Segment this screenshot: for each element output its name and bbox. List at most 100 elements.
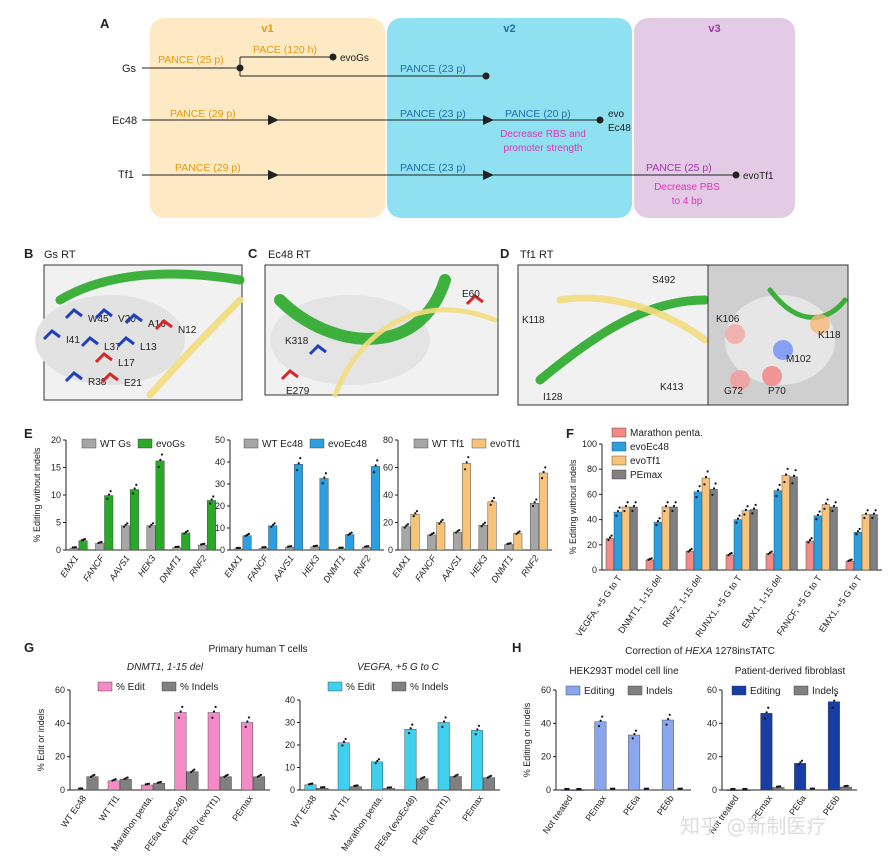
arrowhead-icon	[483, 115, 494, 125]
replicate-dot	[634, 729, 638, 732]
replicate-dot	[658, 517, 661, 520]
replicate-dot	[376, 759, 379, 762]
replicate-dot	[295, 468, 299, 472]
replicate-dot	[89, 775, 93, 778]
legend-swatch	[327, 681, 343, 692]
legend-swatch	[611, 441, 627, 452]
bar-Editing	[628, 734, 641, 791]
bar-PEmax	[749, 509, 758, 571]
replicate-dot	[374, 464, 377, 467]
category-label: AAVS1	[439, 553, 464, 583]
replicate-dot	[509, 542, 512, 545]
replicate-dot	[646, 787, 650, 790]
replicate-dot	[377, 758, 381, 761]
y-tick-label: 0	[546, 785, 551, 795]
bar-evoEc48	[268, 525, 278, 551]
replicate-dot	[439, 520, 443, 523]
bar-WT Ec48	[284, 547, 294, 551]
replicate-dot	[601, 715, 604, 718]
bar-% Edit	[207, 712, 220, 791]
legend-entry: % Indels	[180, 682, 218, 693]
replicate-dot	[809, 787, 812, 790]
replicate-dot	[767, 552, 770, 556]
bar-evoEc48	[733, 519, 742, 571]
replicate-dot	[151, 522, 155, 525]
y-tick-label: 0	[290, 785, 295, 795]
replicate-dot	[632, 504, 636, 508]
replicate-dot	[818, 510, 821, 513]
replicate-dot	[177, 716, 181, 719]
y-tick-label: 0	[712, 785, 717, 795]
phase-title: v1	[261, 23, 273, 35]
replicate-dot	[797, 763, 800, 766]
legend-entry: evoTf1	[630, 456, 661, 467]
category-label: DNMT1	[157, 553, 183, 584]
replicate-dot	[610, 534, 613, 537]
replicate-dot	[160, 453, 164, 456]
ec-end-label: evo	[608, 109, 625, 120]
replicate-dot	[544, 466, 547, 469]
y-tick-label: 20	[707, 752, 717, 762]
replicate-dot	[515, 532, 518, 535]
category-label: WT Tf1	[327, 793, 352, 823]
replicate-dot	[800, 759, 804, 762]
replicate-dot	[776, 488, 780, 491]
replicate-dot	[846, 784, 849, 787]
legend-entry: % Edit	[116, 682, 145, 693]
category-label: RUNX1, +5 G to T	[694, 573, 744, 639]
replicate-dot	[609, 787, 613, 790]
panel-label: G	[24, 640, 34, 655]
replicate-dot	[650, 557, 653, 560]
replicate-dot	[348, 532, 352, 535]
replicate-dot	[354, 784, 358, 787]
replicate-dot	[826, 498, 829, 501]
bar-% Indels	[153, 783, 166, 791]
category-label: EMX1, 1-15 del	[740, 573, 784, 630]
panel-label: H	[512, 640, 521, 655]
bar-% Edit	[107, 780, 120, 791]
node-dot	[732, 171, 740, 179]
residue-label: I128	[543, 392, 563, 403]
replicate-dot	[109, 490, 112, 493]
bar-Indels	[606, 789, 619, 791]
category-label: AAVS1	[271, 553, 296, 583]
y-tick-label: 10	[51, 490, 61, 500]
replicate-dot	[608, 536, 612, 539]
replicate-dot	[412, 515, 415, 518]
replicate-dot	[270, 525, 273, 528]
chart-title: VEGFA, +5 G to C	[357, 662, 440, 673]
legend-entry: Editing	[584, 686, 615, 697]
replicate-dot	[244, 534, 247, 537]
replicate-dot	[611, 787, 614, 790]
category-label: HEK3	[300, 553, 322, 578]
category-label: EMX1, +5 G to T	[817, 573, 864, 634]
ec-v2b-label: PANCE (20 p)	[505, 108, 571, 120]
bar-evoGs	[181, 532, 191, 551]
bar-PEmax	[789, 476, 798, 571]
replicate-dot	[831, 706, 834, 709]
replicate-dot	[148, 525, 151, 528]
replicate-dot	[159, 780, 163, 784]
y-tick-label: 40	[383, 490, 393, 500]
arrowhead-icon	[268, 115, 279, 125]
replicate-dot	[212, 710, 216, 713]
structure-ec48-rt: E60 K318 E279	[264, 264, 499, 398]
residue-label: K106	[716, 314, 740, 325]
replicate-dot	[728, 552, 732, 555]
helix-strand	[55, 269, 245, 305]
replicate-dot	[698, 485, 701, 488]
bar-Marathon penta.	[725, 554, 734, 571]
replicate-dot	[319, 786, 323, 789]
y-tick-label: 30	[285, 718, 295, 728]
replicate-dot	[259, 773, 263, 776]
replicate-dot	[299, 456, 302, 460]
replicate-dot	[341, 546, 344, 549]
replicate-dot	[388, 786, 391, 789]
bar-evoTf1	[821, 504, 830, 571]
replicate-dot	[727, 553, 730, 557]
category-label: PE6b	[655, 793, 676, 817]
replicate-dot	[179, 710, 182, 713]
replicate-dot	[71, 546, 74, 549]
replicate-dot	[453, 775, 456, 778]
replicate-dot	[714, 482, 717, 485]
